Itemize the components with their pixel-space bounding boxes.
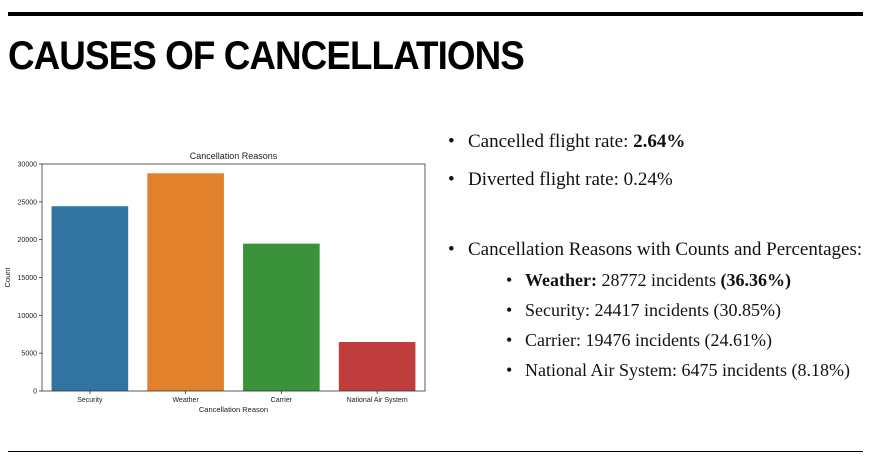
x-tick-label: Security <box>77 397 103 404</box>
reasons-heading: Cancellation Reasons with Counts and Per… <box>468 239 863 260</box>
bottom-rule <box>8 451 863 452</box>
reason-carrier: Carrier: 19476 incidents (24.61%) <box>468 328 868 352</box>
y-tick-label: 30000 <box>18 162 38 169</box>
weather-count: 28772 incidents <box>596 270 721 290</box>
weather-pct: (36.36%) <box>720 270 791 290</box>
reason-security: Security: 24417 incidents (30.85%) <box>468 298 868 322</box>
cancelled-rate-value: 2.64% <box>633 131 686 152</box>
x-tick-label: Carrier <box>271 397 293 404</box>
y-tick-label: 0 <box>33 389 37 396</box>
y-tick-label: 10000 <box>18 313 38 320</box>
reason-weather: Weather: 28772 incidents (36.36%) <box>468 268 868 292</box>
y-axis-label: Count <box>3 267 12 288</box>
bullet-diverted-rate: Diverted flight rate: 0.24% <box>448 168 868 192</box>
plot-frame <box>41 163 426 392</box>
x-tick-label: Weather <box>172 397 199 404</box>
bullet-cancelled-rate: Cancelled flight rate: 2.64% <box>448 130 868 154</box>
chart-title: Cancellation Reasons <box>190 151 278 161</box>
cancelled-rate-label: Cancelled flight rate: <box>468 131 634 152</box>
y-tick-label: 20000 <box>18 237 38 244</box>
bullet-reasons-heading: Cancellation Reasons with Counts and Per… <box>448 238 868 382</box>
x-axis-label: Cancellation Reason <box>199 405 268 414</box>
weather-label: Weather: <box>525 270 597 290</box>
y-tick-label: 5000 <box>21 351 37 358</box>
chart-bar <box>51 206 129 391</box>
chart-bar <box>147 173 224 391</box>
top-rule <box>8 12 863 16</box>
chart-bar <box>243 243 320 391</box>
x-tick-label: National Air System <box>347 397 408 404</box>
y-tick-label: 15000 <box>18 275 38 282</box>
chart-svg: Cancellation Reasons Security Weather Carri… <box>3 151 426 414</box>
cancellation-chart: Cancellation Reasons Security Weather Carri… <box>0 148 430 418</box>
reasons-sublist: Weather: 28772 incidents (36.36%) Securi… <box>468 268 868 382</box>
chart-bar <box>338 342 416 391</box>
bullet-list: Cancelled flight rate: 2.64% Diverted fl… <box>448 130 868 382</box>
slide-title: CAUSES OF CANCELLATIONS <box>8 34 525 78</box>
reason-nas: National Air System: 6475 incidents (8.1… <box>468 358 868 382</box>
y-tick-label: 25000 <box>18 199 38 206</box>
